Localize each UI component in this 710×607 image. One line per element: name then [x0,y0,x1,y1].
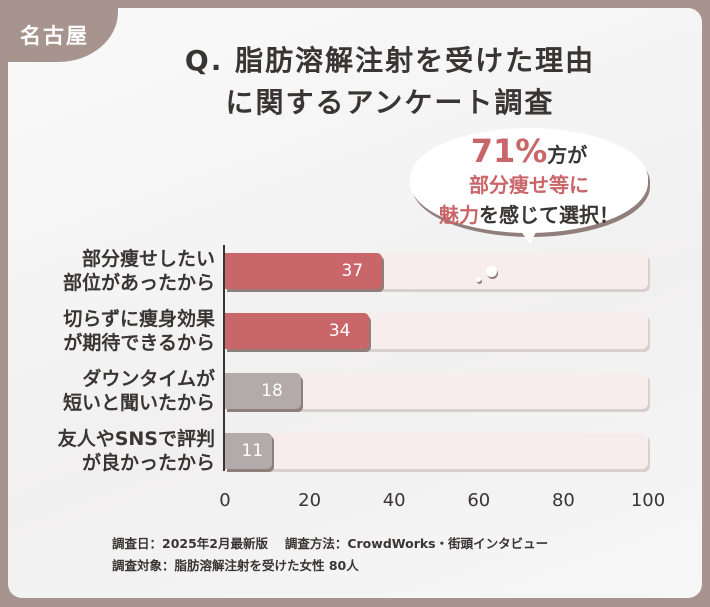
callout-line2: 部分痩せ等に [469,173,589,197]
category-label-line: 短いと聞いたから [62,392,215,414]
category-label: 部分痩せしたい 部位があったから [20,247,215,295]
bar [225,253,382,289]
callout-percent: 71% [470,132,548,170]
bubble-dot-small [476,277,481,282]
bubble-dot [486,266,497,277]
x-tick-label: 40 [382,490,406,511]
category-label-line: 部分痩せしたい [81,248,215,270]
title-line1: Q. 脂肪溶解注射を受けた理由 [184,44,596,77]
category-label-line: 部位があったから [62,272,215,294]
data-label: 34 [328,321,351,341]
category-label: 友人やSNSで評判 が良かったから [20,427,215,475]
callout-text: 方が [547,143,588,167]
data-label: 37 [341,261,364,281]
data-label: 11 [241,441,264,461]
x-tick-label: 0 [219,490,231,511]
survey-info: 調査日：2025年2月最新版 調査方法：CrowdWorks・街頭インタビュー [112,536,549,551]
category-label-line: 切らずに痩身効果 [63,308,215,330]
callout-line3: を感じて選択！ [479,203,619,227]
x-tick-label: 60 [467,490,491,511]
bar-track [225,433,648,469]
bar [225,313,369,349]
category-label-line: ダウンタイムが [82,368,215,390]
x-tick-label: 20 [298,490,322,511]
x-tick-label: 100 [630,490,666,511]
card [8,8,702,598]
category-label-line: が期待できるから [63,332,215,354]
category-label: 切らずに痩身効果 が期待できるから [20,307,215,355]
data-label: 18 [261,381,283,401]
callout-bubble: 71%方が 部分痩せ等に 魅力を感じて選択！ [410,128,648,233]
category-label-line: が良かったから [81,452,215,474]
callout-emphasis: 魅力 [439,203,479,227]
bar [225,373,302,409]
bar [225,433,272,469]
category-label: ダウンタイムが 短いと聞いたから [20,367,215,415]
page-title: Q. 脂肪溶解注射を受けた理由 に関するアンケート調査 [120,40,660,124]
y-axis-line [223,245,225,471]
survey-target: 調査対象：脂肪溶解注射を受けた女性 80人 [112,558,359,573]
title-line2: に関するアンケート調査 [225,86,555,119]
x-tick-label: 80 [551,490,575,511]
category-label-line: 友人やSNSで評判 [57,428,215,450]
